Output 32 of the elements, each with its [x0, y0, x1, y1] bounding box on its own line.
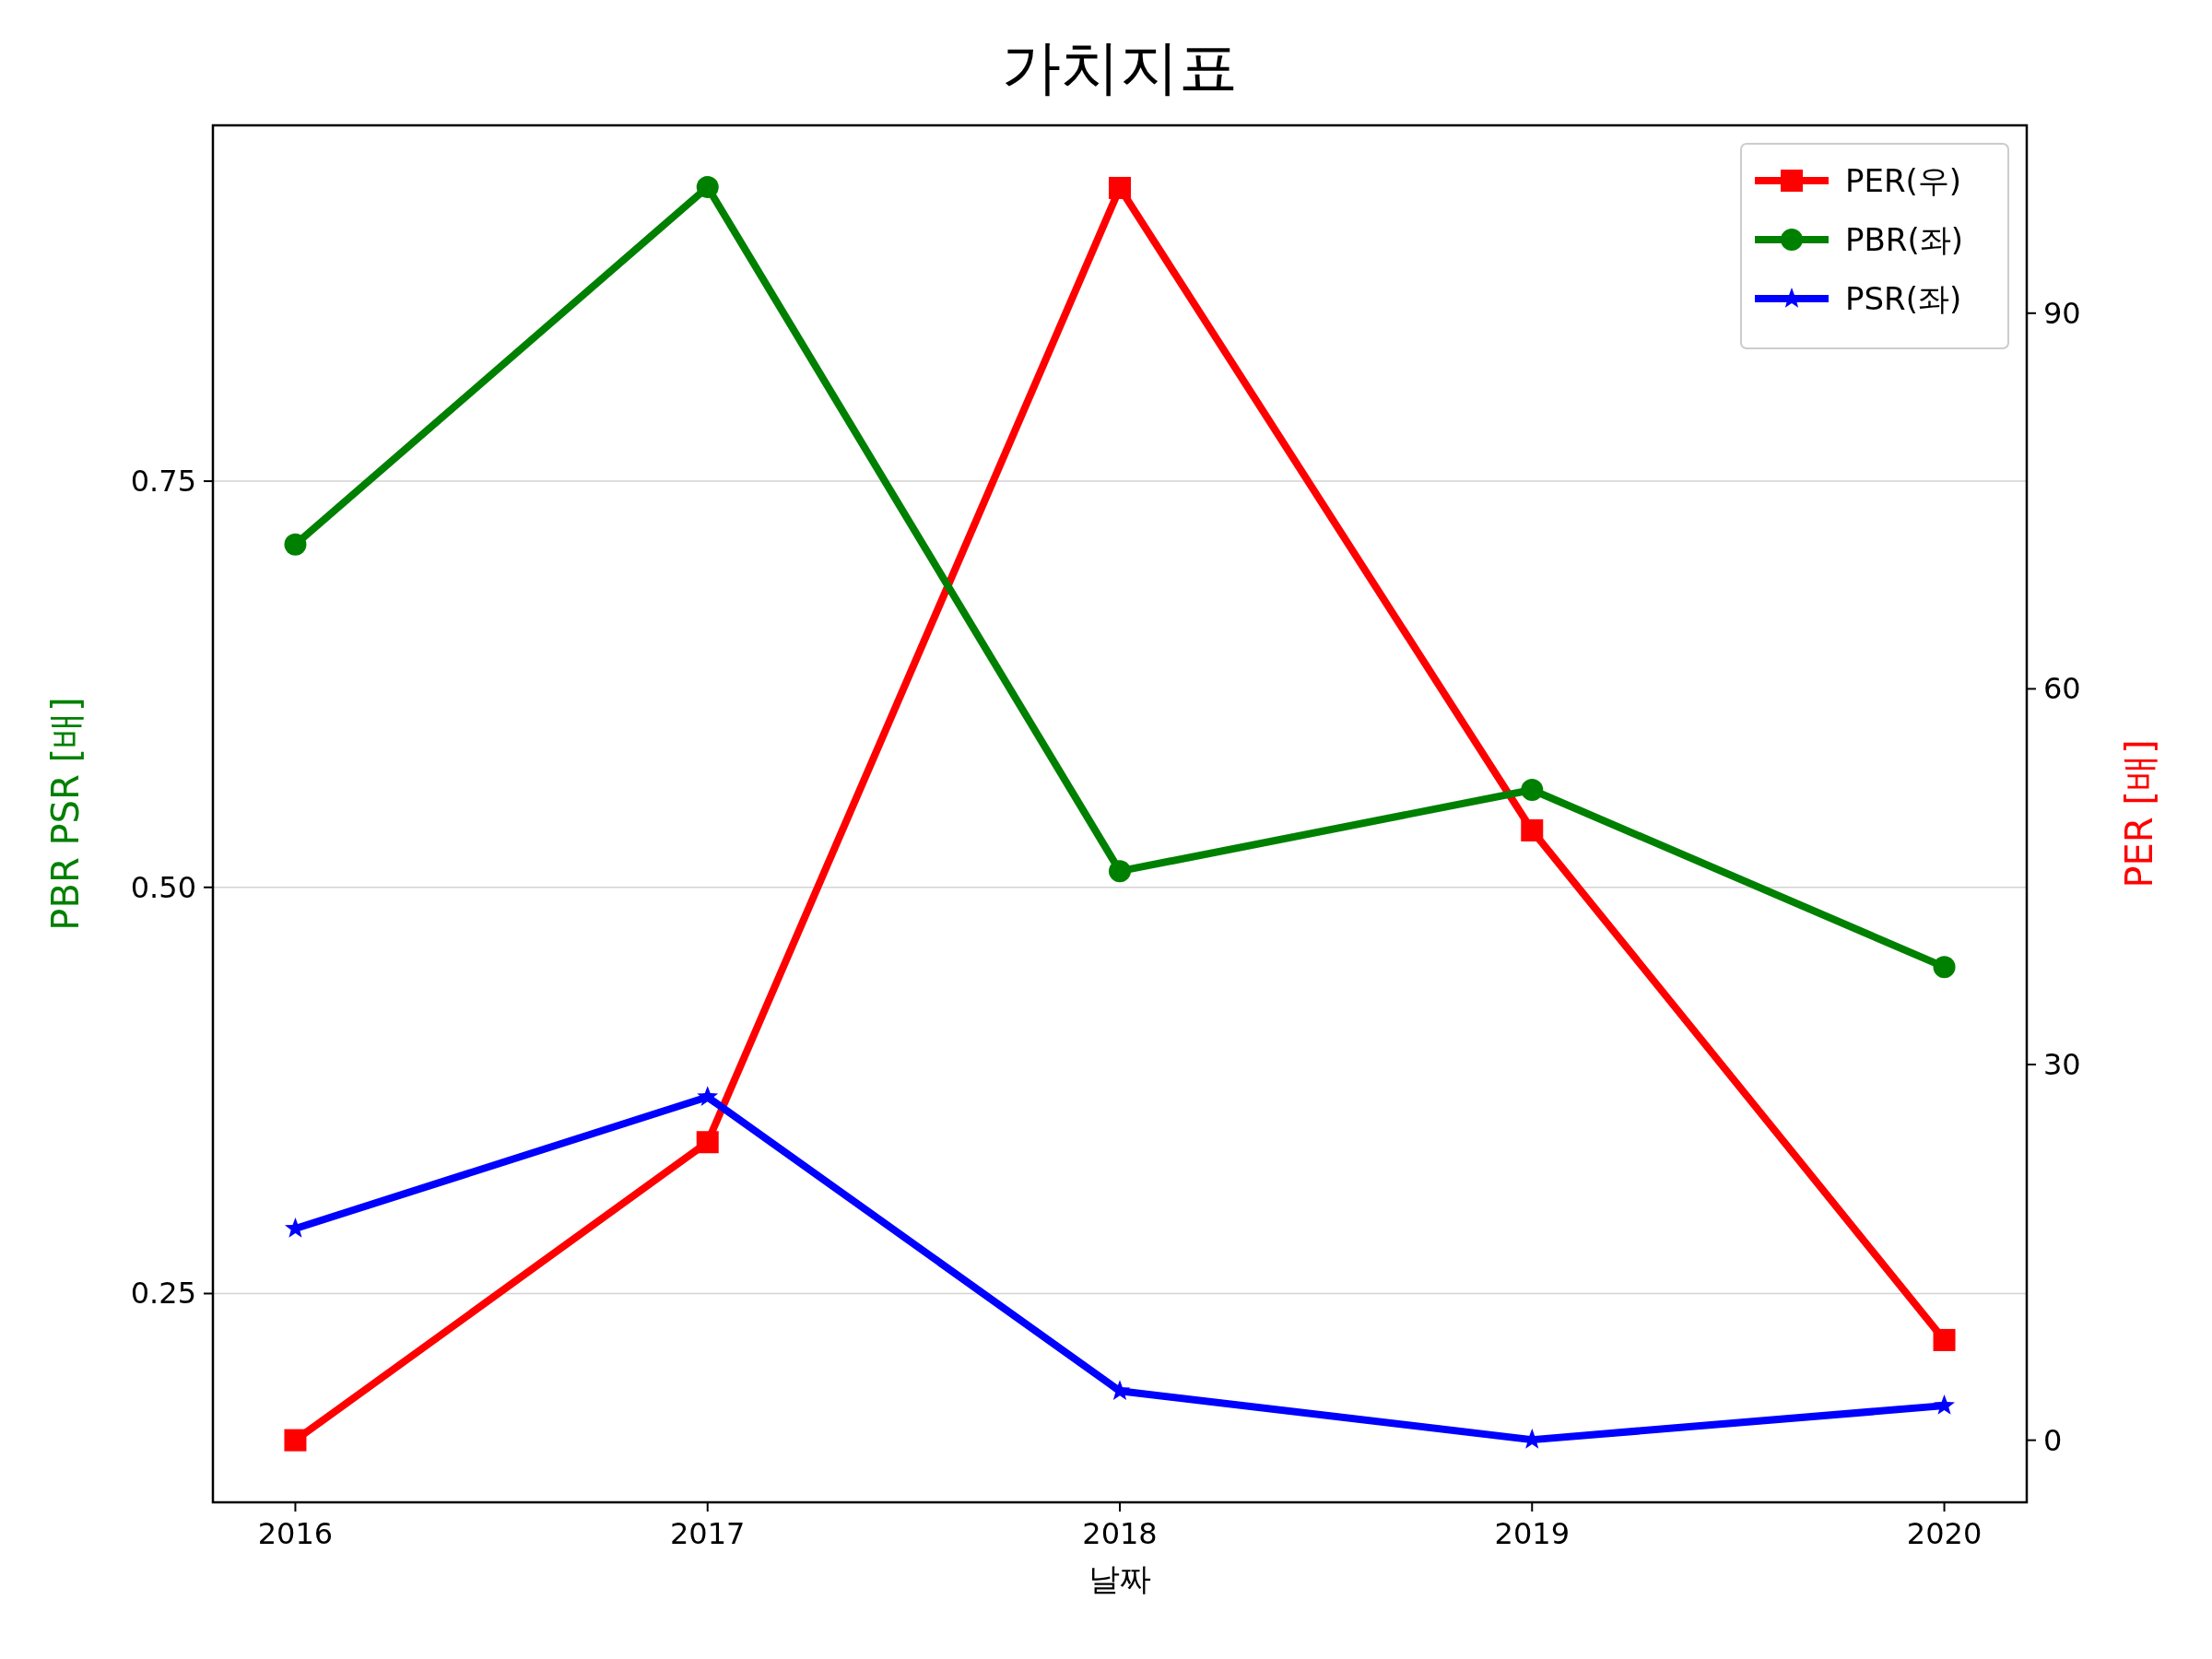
- legend-label: PBR(좌): [1845, 221, 1963, 258]
- x-tick-label: 2016: [257, 1516, 334, 1551]
- legend-label: PSR(좌): [1845, 280, 1962, 317]
- x-tick-label: 2017: [670, 1516, 746, 1551]
- point: [696, 175, 719, 198]
- chart-title: 가치지표: [1002, 33, 1238, 101]
- point: [1109, 1380, 1131, 1400]
- y2-tick-label: 30: [2043, 1047, 2081, 1083]
- point: [1933, 1328, 1956, 1351]
- point: [696, 1131, 719, 1154]
- point: [697, 1086, 719, 1106]
- x-axis-title: 날짜: [1088, 1560, 1151, 1597]
- y-axis-title: PBR PSR [배]: [44, 697, 87, 931]
- point: [1521, 818, 1544, 841]
- point: [1934, 1394, 1955, 1415]
- x-tick-label: 2019: [1494, 1516, 1570, 1551]
- legend-label: PER(우): [1845, 162, 1962, 199]
- x-tick-label: 2020: [1906, 1516, 1983, 1551]
- y2-axis-title: PER [배]: [2118, 739, 2160, 888]
- point: [1109, 176, 1131, 199]
- point: [284, 533, 307, 556]
- point: [1109, 860, 1131, 883]
- y-tick-label: 0.75: [130, 464, 196, 500]
- point: [284, 1429, 307, 1452]
- y2-tick-label: 60: [2043, 671, 2081, 707]
- y-tick-label: 0.50: [130, 869, 196, 905]
- point: [1933, 956, 1956, 979]
- y2-tick-label: 0: [2043, 1422, 2063, 1458]
- point: [1521, 779, 1544, 801]
- y2-tick-label: 90: [2043, 295, 2081, 331]
- y-tick-label: 0.25: [130, 1276, 196, 1312]
- x-tick-label: 2018: [1082, 1516, 1158, 1551]
